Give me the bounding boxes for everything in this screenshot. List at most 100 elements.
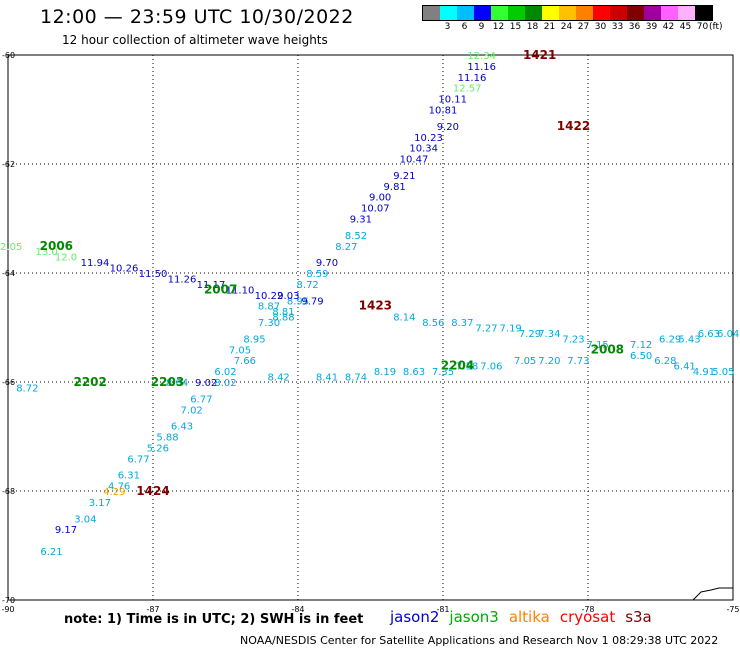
satellite-cryosat: cryosat [559,608,616,626]
scale-swatch [593,6,610,20]
pass-time-label: 2203 [151,375,184,389]
wave-height-label: 9.70 [316,258,338,269]
credit-line: NOAA/NESDIS Center for Satellite Applica… [240,634,719,647]
wave-height-label: 11.17 [197,280,226,291]
wave-height-label: 6.41 [674,362,696,373]
wave-height-label: 9.21 [393,171,415,182]
wave-height-label: 11.94 [81,258,110,269]
wave-height-label: 6.77 [127,454,149,465]
scale-swatch [576,6,593,20]
satellite-s3a: s3a [625,608,652,626]
scale-label: 45 [679,22,692,32]
lon-label: -75 [726,605,739,614]
scale-label: 27 [577,22,590,32]
wave-height-label: 10.22 [255,291,284,302]
scale-swatch [525,6,542,20]
pass-time-label: 1421 [523,48,556,62]
wave-height-label: 9.20 [437,122,459,133]
lat-label: -66 [2,378,15,387]
scale-swatch [508,6,525,20]
scale-swatch [644,6,661,20]
scale-label: 70 [696,22,709,32]
lon-label: -90 [1,605,14,614]
wave-height-label: 8.52 [345,231,367,242]
wave-height-label: 7.06 [480,362,502,373]
wave-height-label: 7.20 [538,356,560,367]
wave-height-label: 7.29 [519,329,541,340]
scale-label: 36 [628,22,641,32]
lat-label: -62 [2,160,15,169]
wave-height-label: 4.76 [108,482,130,493]
wave-height-label: 9.81 [384,182,406,193]
satellite-jason2: jason2 [390,608,440,626]
wave-height-label: 13.0 [36,247,58,258]
map-title: 12:00 — 23:59 UTC 10/30/2022 [40,6,354,28]
wave-height-label: 12.05 [0,242,22,253]
wave-height-label: 8.56 [422,318,444,329]
wave-height-label: 11.16 [467,62,496,73]
wave-height-label: 6.28 [654,356,676,367]
scale-label: 18 [526,22,539,32]
wave-height-label: 8.72 [297,280,319,291]
wave-height-label: 8.14 [393,313,415,324]
wave-height-label: 8.87 [258,302,280,313]
scale-swatch [474,6,491,20]
wave-height-label: 7.15 [587,340,609,351]
scale-label: 33 [611,22,624,32]
wave-height-label: 4.91 [693,367,715,378]
wave-height-label: 7.58 [456,362,478,373]
color-scale-bar [422,5,713,21]
scale-label: 39 [645,22,658,32]
color-scale-unit: (ft) [709,22,723,32]
wave-height-label: 10.34 [409,144,438,155]
lon-label: -87 [146,605,159,614]
wave-height-label: 10.23 [414,133,443,144]
lat-label: -64 [2,269,15,278]
wave-height-label: 10.47 [400,155,429,166]
wave-height-label: 6.21 [40,547,62,558]
scale-label: 6 [461,22,468,32]
wave-height-label: 7.27 [475,324,497,335]
coastline [692,587,733,601]
wave-height-label: 7.05 [514,356,536,367]
wave-height-label: 7.35 [432,367,454,378]
scale-swatch [695,6,712,20]
satellite-legend: jason2 jason3 altika cryosat s3a [390,608,662,626]
wave-height-label: 8.84 [166,378,188,389]
pass-time-label: 1422 [557,119,590,133]
wave-height-label: 11.26 [168,274,197,285]
pass-time-label: 2202 [73,375,106,389]
lat-label: -70 [2,596,15,605]
map-frame [7,54,734,601]
wave-height-label: 6.50 [630,351,652,362]
scale-label: 12 [492,22,505,32]
wave-height-label: 8.63 [403,367,425,378]
wave-height-label: 7.12 [630,340,652,351]
wave-height-label: 8.27 [335,242,357,253]
wave-height-label: 10.07 [361,204,390,215]
pass-time-label: 2008 [591,342,624,356]
color-scale-labels: 3 6 9 12 15 18 21 24 27 30 33 36 39 42 45 70 [422,22,711,32]
wave-height-label: 8.37 [451,318,473,329]
scale-label: 24 [560,22,573,32]
wave-height-label: 12.57 [453,84,482,95]
wave-height-label: 8.95 [243,334,265,345]
wave-height-label: 8.19 [374,367,396,378]
wave-height-label: 6.31 [118,471,140,482]
wave-height-label: 8.74 [345,373,367,384]
scale-swatch [457,6,474,20]
wave-height-label: 12.0 [55,253,77,264]
wave-height-label: 3.04 [74,514,96,525]
scale-swatch [661,6,678,20]
wave-height-label: 11.16 [458,73,487,84]
wave-height-label: 10.26 [110,264,139,275]
wave-height-label: 8.59 [306,269,328,280]
scale-label: 21 [543,22,556,32]
wave-height-label: 9.00 [369,193,391,204]
wave-height-label: 5.88 [156,433,178,444]
wave-height-label: 6.63 [698,329,720,340]
wave-height-label: 9.17 [55,525,77,536]
wave-height-label: 8.95 [287,296,309,307]
scale-label: 15 [509,22,522,32]
wave-height-label: 6.04 [717,329,739,340]
